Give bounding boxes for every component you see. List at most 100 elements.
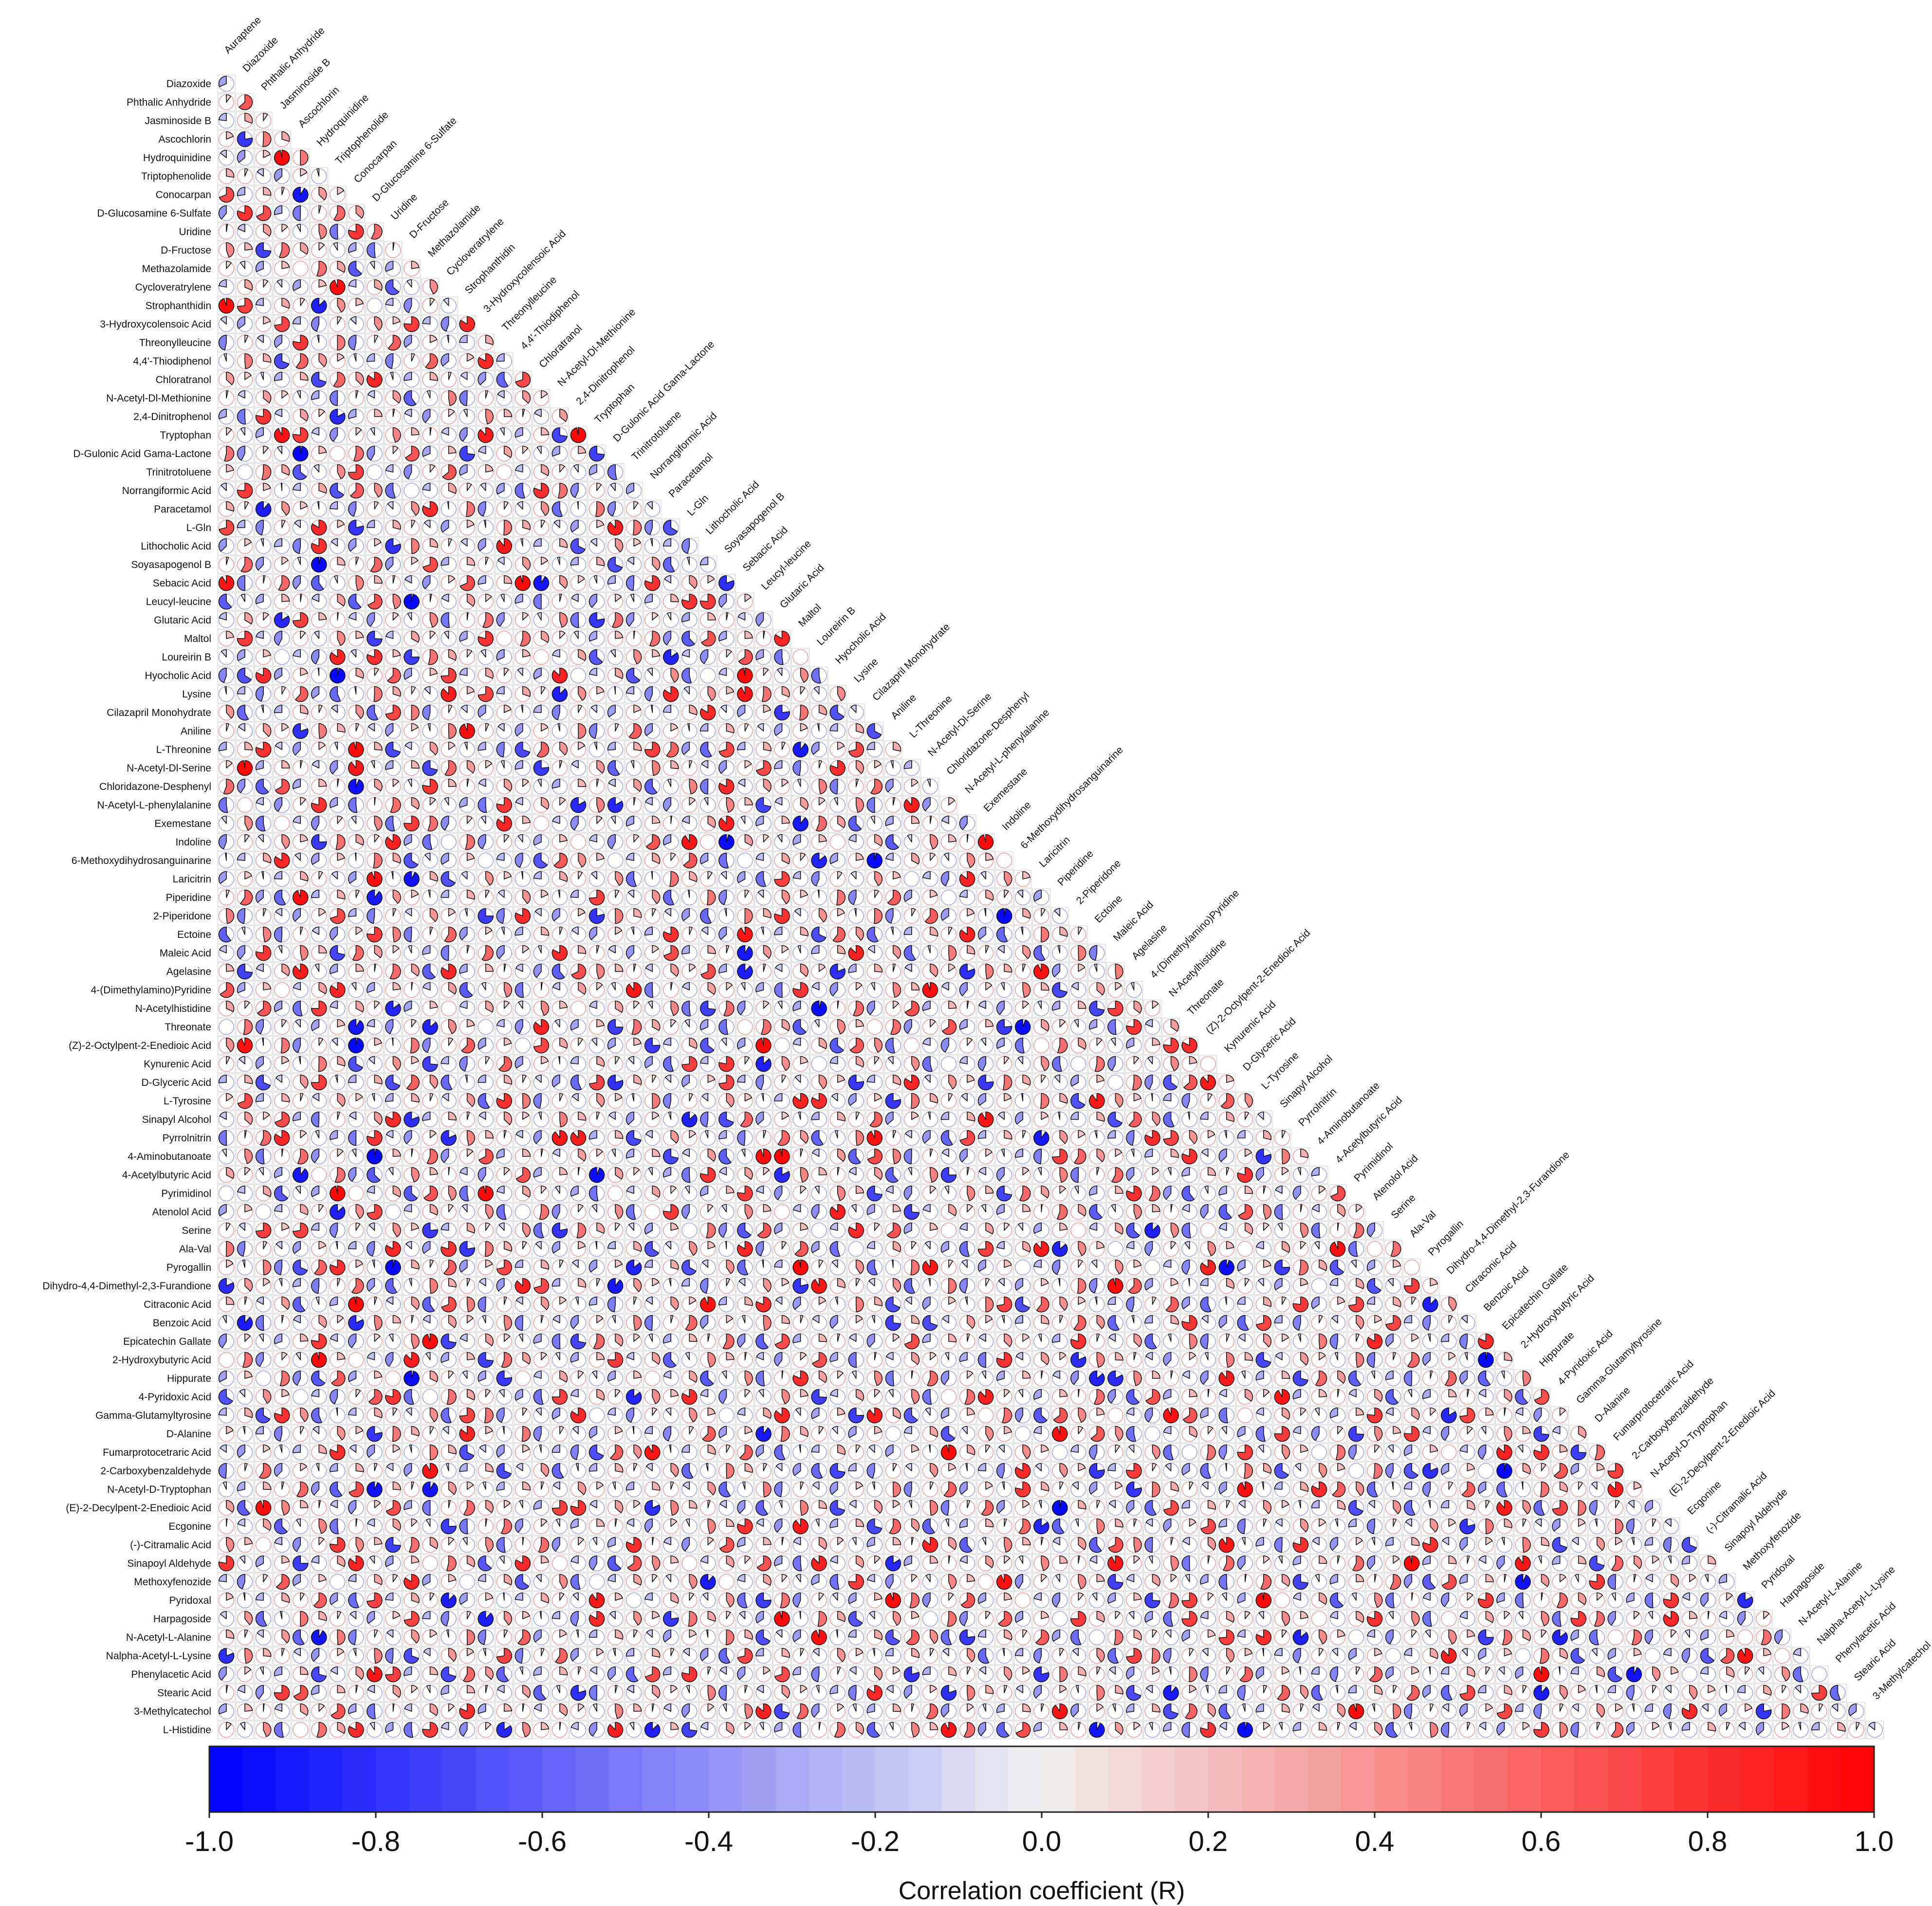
correlation-cell: [1384, 1370, 1402, 1387]
correlation-cell: [1032, 1333, 1050, 1350]
correlation-cell: [995, 1203, 1013, 1221]
correlation-cell: [1310, 1222, 1328, 1239]
correlation-cell: [773, 1037, 791, 1054]
correlation-cell: [1366, 1388, 1383, 1406]
correlation-cell: [1162, 1055, 1180, 1073]
correlation-cell: [329, 1092, 346, 1110]
correlation-cell: [1440, 1425, 1457, 1443]
correlation-cell: [681, 1129, 698, 1147]
correlation-cell: [921, 1259, 939, 1276]
correlation-cell: [1236, 1148, 1254, 1165]
correlation-cell: [255, 981, 272, 999]
correlation-cell: [459, 1018, 476, 1036]
correlation-cell: [718, 1388, 735, 1406]
correlation-cell: [292, 1277, 309, 1295]
correlation-cell: [533, 926, 550, 943]
correlation-cell: [292, 963, 309, 980]
correlation-cell: [310, 870, 328, 888]
correlation-cell: [496, 482, 513, 499]
correlation-cell: [1069, 1129, 1087, 1147]
correlation-cell: [218, 889, 235, 906]
correlation-cell: [1236, 1425, 1254, 1443]
correlation-cell: [236, 1000, 254, 1017]
correlation-cell: [255, 149, 272, 166]
correlation-cell: [607, 556, 624, 573]
correlation-cell: [347, 1370, 365, 1387]
correlation-cell: [440, 537, 458, 555]
correlation-cell: [551, 685, 569, 703]
correlation-cell: [273, 593, 291, 610]
correlation-cell: [1106, 1074, 1124, 1091]
correlation-cell: [551, 1425, 569, 1443]
correlation-cell: [459, 1314, 476, 1332]
correlation-cell: [644, 537, 661, 555]
correlation-cell: [347, 500, 365, 518]
correlation-cell: [218, 556, 235, 573]
correlation-cell: [236, 149, 254, 166]
correlation-cell: [477, 1240, 495, 1258]
correlation-cell: [459, 704, 476, 721]
correlation-cell: [644, 1074, 661, 1091]
correlation-cell: [459, 1222, 476, 1239]
correlation-cell: [236, 278, 254, 296]
correlation-cell: [236, 352, 254, 370]
correlation-cell: [310, 926, 328, 943]
correlation-cell: [459, 722, 476, 740]
correlation-cell: [218, 93, 235, 111]
correlation-cell: [422, 1148, 439, 1165]
correlation-cell: [1162, 1277, 1180, 1295]
correlation-cell: [754, 685, 772, 703]
correlation-cell: [773, 759, 791, 777]
correlation-cell: [255, 889, 272, 906]
correlation-cell: [1199, 1203, 1217, 1221]
correlation-cell: [921, 796, 939, 814]
correlation-cell: [1458, 1388, 1476, 1406]
correlation-cell: [958, 1259, 976, 1276]
correlation-cell: [347, 1074, 365, 1091]
correlation-cell: [477, 463, 495, 481]
correlation-cell: [273, 334, 291, 351]
correlation-cell: [218, 1129, 235, 1147]
correlation-cell: [625, 1444, 643, 1461]
correlation-cell: [384, 759, 402, 777]
correlation-cell: [551, 852, 569, 869]
correlation-cell: [977, 1370, 994, 1387]
correlation-cell: [607, 963, 624, 980]
correlation-cell: [829, 1074, 846, 1091]
correlation-cell: [921, 1314, 939, 1332]
correlation-cell: [995, 1370, 1013, 1387]
correlation-cell: [459, 519, 476, 536]
correlation-cell: [1181, 1111, 1198, 1128]
correlation-cell: [384, 1037, 402, 1054]
correlation-cell: [1310, 1370, 1328, 1387]
correlation-cell: [496, 1074, 513, 1091]
correlation-cell: [366, 1444, 383, 1461]
correlation-cell: [1069, 1074, 1087, 1091]
correlation-cell: [551, 1166, 569, 1184]
correlation-cell: [1088, 1333, 1105, 1350]
correlation-cell: [847, 1259, 865, 1276]
correlation-cell: [921, 852, 939, 869]
correlation-cell: [292, 778, 309, 795]
correlation-cell: [1403, 1351, 1420, 1369]
correlation-cell: [570, 685, 587, 703]
correlation-cell: [496, 981, 513, 999]
correlation-cell: [570, 981, 587, 999]
correlation-cell: [533, 1111, 550, 1128]
correlation-cell: [218, 1185, 235, 1202]
correlation-cell: [403, 981, 421, 999]
correlation-cell: [218, 500, 235, 518]
correlation-cell: [533, 389, 550, 407]
correlation-cell: [310, 852, 328, 869]
correlation-cell: [977, 1185, 994, 1202]
correlation-cell: [607, 796, 624, 814]
correlation-cell: [292, 426, 309, 444]
correlation-cell: [384, 667, 402, 684]
correlation-cell: [1162, 1148, 1180, 1165]
correlation-cell: [1162, 1444, 1180, 1461]
correlation-cell: [1533, 1407, 1550, 1424]
correlation-cell: [921, 1129, 939, 1147]
correlation-cell: [477, 574, 495, 592]
correlation-cell: [866, 1444, 883, 1461]
correlation-cell: [440, 408, 458, 425]
